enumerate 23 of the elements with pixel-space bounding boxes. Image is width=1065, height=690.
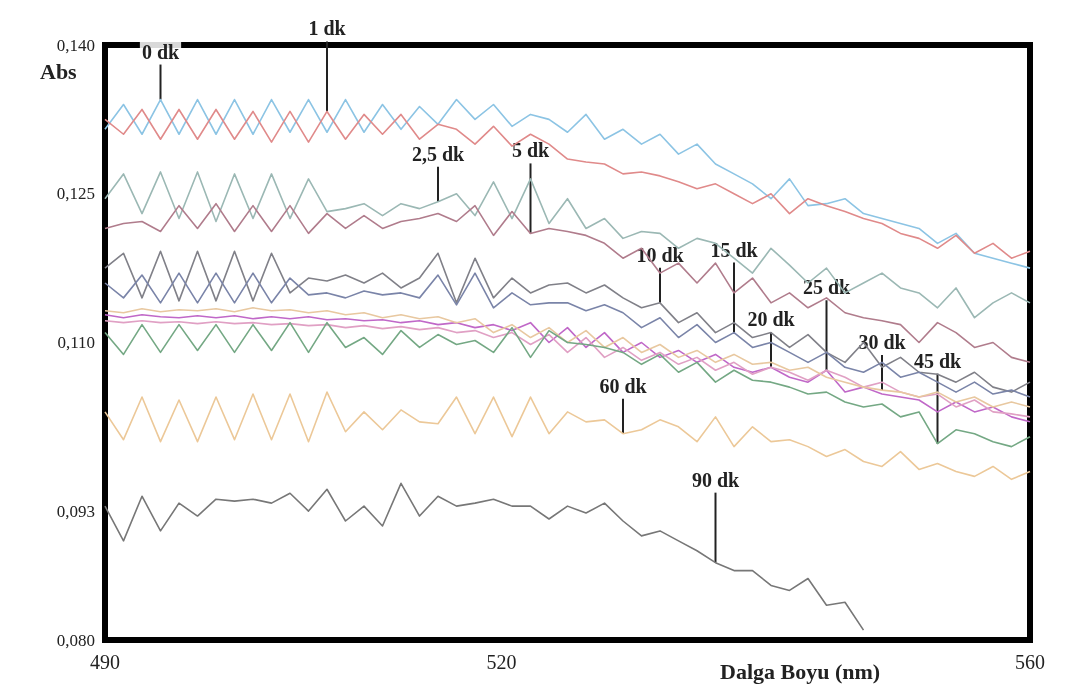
- annotation: 30 dk: [858, 331, 907, 354]
- annotation: 5 dk: [511, 139, 550, 162]
- y-tick-label: 0,140: [56, 35, 95, 55]
- y-tick-label: 0,110: [57, 333, 95, 352]
- annotation: 20 dk: [747, 308, 796, 331]
- y-tick-label: 0,080: [56, 630, 95, 650]
- annotation: 45 dk: [913, 349, 962, 372]
- annotation: 2,5 dk: [411, 142, 465, 165]
- y-tick-label: 0,093: [56, 501, 95, 521]
- x-axis-title: Dalga Boyu (nm): [720, 658, 881, 684]
- annotation: 1 dk: [308, 17, 347, 40]
- annotation: 15 dk: [710, 238, 759, 261]
- y-tick-label: 0,125: [56, 184, 95, 204]
- x-tick-label: 490: [90, 651, 120, 673]
- annotation: 25 dk: [802, 276, 851, 299]
- annotation: 60 dk: [599, 374, 648, 397]
- line-series: [104, 272, 1031, 398]
- annotation: 90 dk: [691, 468, 740, 491]
- x-tick-label: 520: [486, 651, 517, 673]
- annotation: 0 dk: [141, 40, 180, 63]
- x-tick-label: 560: [1015, 651, 1045, 673]
- line-series: [104, 306, 1031, 408]
- y-axis-title: Abs: [40, 58, 78, 84]
